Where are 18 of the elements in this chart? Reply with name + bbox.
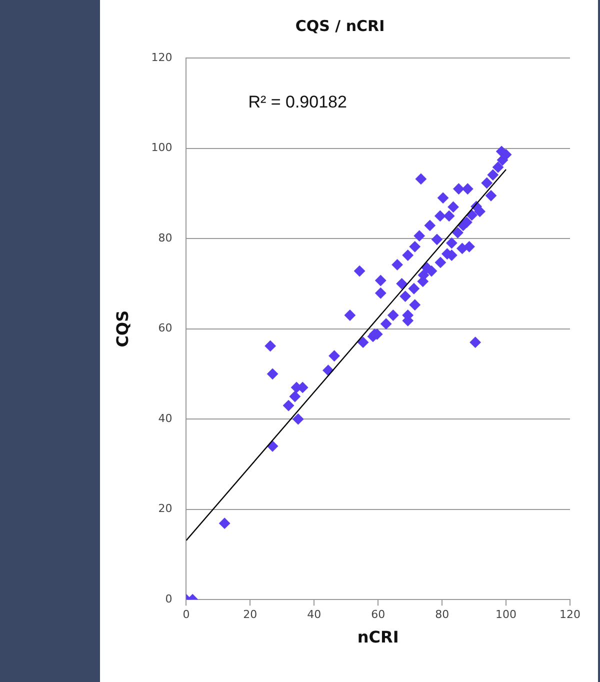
annotation: R² = 0.90182 [248,92,347,112]
x-tick-label: 60 [371,608,386,622]
y-tick-label: 80 [158,231,172,244]
x-axis-title: nCRI [357,628,399,647]
x-tick-label: 40 [307,608,322,622]
y-tick-label: 60 [158,322,172,335]
x-tick-label: 20 [243,608,258,622]
y-axis-title: CQS [112,310,132,348]
x-tick-label: 100 [496,608,517,622]
chart-title: CQS / nCRI [295,16,385,35]
y-tick-label: 40 [158,412,172,425]
x-tick-label: 120 [560,608,580,622]
y-tick-label: 100 [151,141,172,154]
x-tick-label: 80 [435,608,450,622]
y-tick-label: 20 [158,502,172,516]
x-tick-label: 0 [182,608,190,622]
y-tick-label: 0 [165,592,172,606]
y-tick-label: 120 [151,50,172,64]
